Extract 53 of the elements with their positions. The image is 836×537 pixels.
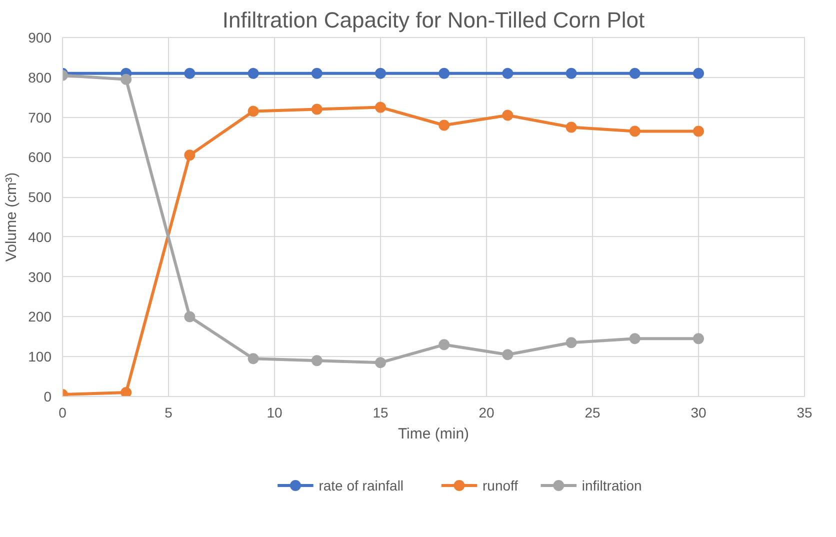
point <box>566 68 577 79</box>
x-tick-label: 5 <box>164 404 173 420</box>
point <box>693 68 704 79</box>
y-tick-label: 500 <box>28 189 52 206</box>
point <box>693 333 704 344</box>
x-axis-title: Time (min) <box>398 426 470 442</box>
point <box>629 333 640 344</box>
point <box>502 110 514 121</box>
point <box>438 68 450 79</box>
point <box>184 311 196 322</box>
point <box>566 337 577 348</box>
chart-title: Infiltration Capacity for Non-Tilled Corn Plot <box>222 8 645 32</box>
point <box>375 102 386 113</box>
point <box>311 355 322 366</box>
point <box>184 68 196 79</box>
point <box>248 106 259 117</box>
point <box>502 349 514 360</box>
y-tick-label: 300 <box>28 268 52 285</box>
point <box>438 120 450 131</box>
legend-label: rate of rainfall <box>318 478 404 494</box>
x-tick-label: 15 <box>372 404 388 420</box>
point <box>120 387 132 396</box>
point <box>311 104 322 115</box>
point <box>502 68 514 79</box>
x-tick-label: 0 <box>58 404 67 420</box>
x-tick-label: 25 <box>584 404 600 420</box>
point <box>248 353 259 364</box>
y-tick-label: 200 <box>28 308 52 325</box>
x-tick-label: 35 <box>796 404 812 420</box>
y-axis-title: Volume (cm³) <box>3 172 20 262</box>
point <box>184 150 196 161</box>
y-tick-label: 0 <box>44 388 52 404</box>
point <box>693 126 704 137</box>
x-tick-label: 30 <box>690 404 706 420</box>
y-tick-label: 900 <box>28 30 52 46</box>
y-tick-label: 700 <box>28 109 52 126</box>
point <box>629 68 640 79</box>
y-tick-label: 800 <box>28 69 52 86</box>
y-tick-label: 400 <box>28 228 52 245</box>
point <box>120 74 132 85</box>
y-tick-label: 100 <box>28 348 52 365</box>
point <box>375 68 386 79</box>
point <box>566 122 577 133</box>
point <box>629 126 640 137</box>
x-tick-label: 10 <box>266 404 282 420</box>
legend-label: infiltration <box>582 478 642 494</box>
point <box>438 339 450 350</box>
point <box>248 68 259 79</box>
y-tick-label: 600 <box>28 149 52 166</box>
point <box>311 68 322 79</box>
x-tick-label: 20 <box>478 404 494 420</box>
point <box>375 357 386 368</box>
legend-label: runoff <box>482 478 518 494</box>
